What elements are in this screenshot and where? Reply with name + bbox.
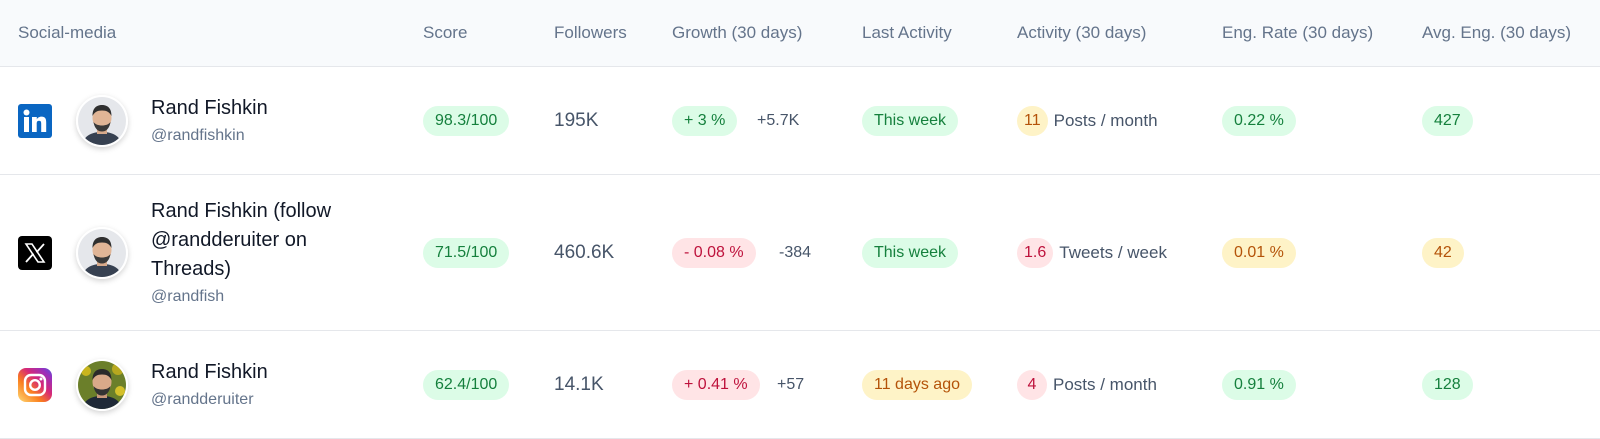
last-activity-badge: This week xyxy=(862,237,959,268)
score-badge: 62.4/100 xyxy=(423,369,510,400)
avg-eng-badge: 128 xyxy=(1422,369,1473,400)
growth-percent-badge: + 3 % xyxy=(672,105,738,136)
followers-count: 460.6K xyxy=(554,241,615,263)
growth-absolute: +57 xyxy=(777,375,805,393)
eng-rate-badge: 0.91 % xyxy=(1222,369,1296,400)
avatar[interactable] xyxy=(76,358,128,411)
last-activity-badge: This week xyxy=(862,105,959,136)
table-row[interactable]: Rand Fishkin @randderuiter 62.4/100 14.1… xyxy=(0,331,1600,439)
activity-count-badge: 1.6 xyxy=(1017,237,1054,268)
linkedin-icon xyxy=(18,103,52,138)
avatar[interactable] xyxy=(76,226,128,279)
profile-name-block[interactable]: Rand Fishkin @randderuiter xyxy=(151,358,381,412)
growth-percent-badge: + 0.41 % xyxy=(672,369,760,400)
profile-handle: @randderuiter xyxy=(151,390,254,408)
header-last-activity[interactable]: Last Activity xyxy=(862,23,952,42)
profile-name[interactable]: Rand Fishkin xyxy=(151,96,268,119)
profile-name-block[interactable]: Rand Fishkin (follow @randderuiter on Th… xyxy=(151,197,381,309)
followers-count: 14.1K xyxy=(554,373,604,395)
profile-name-block[interactable]: Rand Fishkin @randfishkin xyxy=(151,94,381,148)
followers-count: 195K xyxy=(554,109,599,131)
avatar[interactable] xyxy=(76,94,128,147)
score-badge: 71.5/100 xyxy=(423,237,510,268)
profile-name[interactable]: Rand Fishkin xyxy=(151,360,268,383)
eng-rate-badge: 0.22 % xyxy=(1222,105,1296,136)
table-header: Social-media Score Followers Growth (30 … xyxy=(0,0,1600,67)
activity-label: Posts / month xyxy=(1053,374,1157,394)
header-score[interactable]: Score xyxy=(423,23,468,42)
header-eng-rate[interactable]: Eng. Rate (30 days) xyxy=(1222,23,1374,42)
eng-rate-badge: 0.01 % xyxy=(1222,237,1296,268)
x-icon xyxy=(18,235,52,270)
table-row[interactable]: Rand Fishkin (follow @randderuiter on Th… xyxy=(0,175,1600,331)
profile-handle: @randfish xyxy=(151,287,225,305)
activity-cell: 4 Posts / month xyxy=(1017,369,1157,400)
activity-cell: 11 Posts / month xyxy=(1017,105,1158,136)
header-growth[interactable]: Growth (30 days) xyxy=(672,23,803,42)
activity-label: Posts / month xyxy=(1053,110,1158,130)
header-activity[interactable]: Activity (30 days) xyxy=(1017,23,1147,42)
growth-absolute: -384 xyxy=(779,243,812,261)
header-social-media[interactable]: Social-media xyxy=(18,23,117,42)
header-followers[interactable]: Followers xyxy=(554,23,627,42)
activity-count-badge: 11 xyxy=(1017,105,1048,136)
activity-label: Tweets / week xyxy=(1059,242,1167,262)
profile-name[interactable]: Rand Fishkin (follow @randderuiter on Th… xyxy=(151,199,332,280)
avg-eng-badge: 427 xyxy=(1422,105,1473,136)
growth-absolute: +5.7K xyxy=(757,111,800,129)
activity-cell: 1.6 Tweets / week xyxy=(1017,237,1167,268)
last-activity-badge: 11 days ago xyxy=(862,369,972,400)
profile-handle: @randfishkin xyxy=(151,126,245,144)
header-avg-eng[interactable]: Avg. Eng. (30 days) xyxy=(1422,23,1571,42)
score-badge: 98.3/100 xyxy=(423,105,510,136)
table-row[interactable]: Rand Fishkin @randfishkin 98.3/100 195K … xyxy=(0,67,1600,175)
avg-eng-badge: 42 xyxy=(1422,237,1464,268)
instagram-icon xyxy=(18,367,52,402)
growth-percent-badge: - 0.08 % xyxy=(672,237,756,268)
activity-count-badge: 4 xyxy=(1017,369,1047,400)
